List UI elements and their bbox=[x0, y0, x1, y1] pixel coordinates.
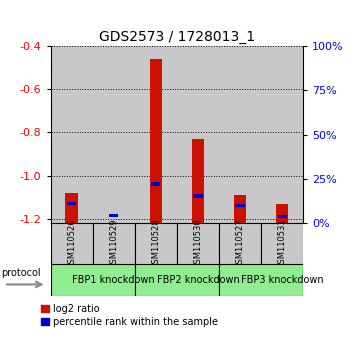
Text: GSM110530: GSM110530 bbox=[193, 218, 203, 269]
Bar bbox=[135, 46, 177, 223]
Text: GSM110526: GSM110526 bbox=[67, 218, 76, 269]
Bar bbox=[135, 223, 177, 264]
Text: protocol: protocol bbox=[1, 268, 41, 278]
Bar bbox=[149, 59, 162, 223]
Text: GSM110528: GSM110528 bbox=[151, 218, 160, 269]
Bar bbox=[177, 223, 219, 264]
Bar bbox=[51, 46, 93, 223]
Bar bbox=[135, 264, 219, 296]
Bar bbox=[65, 193, 78, 223]
Bar bbox=[219, 264, 303, 296]
Text: FBP2 knockdown: FBP2 knockdown bbox=[157, 275, 239, 285]
Legend: log2 ratio, percentile rank within the sample: log2 ratio, percentile rank within the s… bbox=[41, 304, 218, 327]
Bar bbox=[93, 223, 135, 264]
Bar bbox=[219, 46, 261, 223]
Bar bbox=[234, 195, 246, 223]
Bar bbox=[193, 194, 203, 198]
Bar bbox=[109, 214, 118, 217]
Bar bbox=[51, 264, 135, 296]
Bar bbox=[261, 46, 303, 223]
Text: FBP1 knockdown: FBP1 knockdown bbox=[73, 275, 155, 285]
Bar bbox=[151, 182, 160, 186]
Text: GSM110527: GSM110527 bbox=[236, 218, 244, 269]
Title: GDS2573 / 1728013_1: GDS2573 / 1728013_1 bbox=[99, 30, 255, 44]
Bar bbox=[235, 204, 245, 207]
Bar bbox=[261, 223, 303, 264]
Bar bbox=[219, 223, 261, 264]
Bar bbox=[276, 204, 288, 223]
Bar bbox=[278, 215, 287, 218]
Bar bbox=[51, 223, 93, 264]
Text: GSM110531: GSM110531 bbox=[278, 218, 287, 269]
Bar bbox=[107, 223, 120, 224]
Bar bbox=[177, 46, 219, 223]
Text: FBP3 knockdown: FBP3 knockdown bbox=[241, 275, 323, 285]
Bar bbox=[93, 46, 135, 223]
Bar bbox=[192, 139, 204, 223]
Bar bbox=[67, 202, 76, 205]
Text: GSM110529: GSM110529 bbox=[109, 218, 118, 269]
